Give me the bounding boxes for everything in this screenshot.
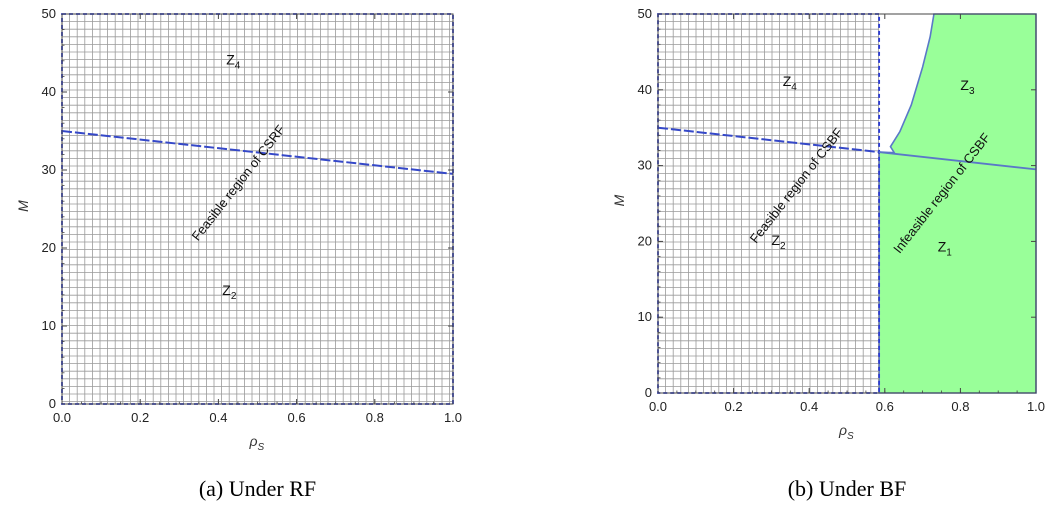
y-tick-label: 40 [638,82,652,97]
threshold-line [61,130,454,175]
x-tick-label: 0.6 [876,399,894,414]
y-tick-label: 30 [638,158,652,173]
y-axis-label: M [611,194,627,206]
feasible-grid [62,14,453,404]
x-tick-label: 0.6 [288,410,306,425]
zone-label: Z4 [783,73,798,93]
y-tick-label: 0 [645,385,652,400]
zone-label: Z4 [226,52,241,72]
x-axis-label: ρS [249,433,265,453]
feasible-boundary [657,13,881,394]
y-tick-label: 50 [42,6,56,21]
x-tick-label: 0.4 [800,399,818,414]
zone-label: Z2 [771,232,786,252]
x-tick-label: 0.0 [53,410,71,425]
y-tick-label: 20 [638,233,652,248]
threshold-line [657,126,880,154]
y-tick-label: 20 [42,240,56,255]
x-tick-label: 0.4 [209,410,227,425]
x-tick-label: 0.2 [131,410,149,425]
plot-frame [61,13,454,405]
zone-label: Z3 [960,77,975,97]
x-tick-label: 0.0 [649,399,667,414]
y-tick-label: 30 [42,162,56,177]
y-tick-label: 50 [638,6,652,21]
x-axis-label: ρS [838,422,854,442]
zone-label: Z1 [938,238,953,258]
x-tick-label: 0.8 [366,410,384,425]
feasible-grid [658,14,880,393]
x-tick-label: 0.8 [951,399,969,414]
y-axis-label: M [15,200,31,212]
region-label: Feasible region of CSRF [189,122,288,243]
y-tick-label: 0 [49,396,56,411]
y-tick-label: 40 [42,84,56,99]
zone-label: Z2 [222,282,237,302]
y-tick-label: 10 [42,318,56,333]
y-tick-label: 10 [638,309,652,324]
caption-a: (a) Under RF [198,476,317,501]
x-tick-label: 1.0 [444,410,462,425]
threshold-line-solid [879,151,1037,171]
feasible-boundary [61,13,454,405]
x-tick-label: 0.2 [725,399,743,414]
infeasible-region [878,13,1037,394]
panel-b: 0.0 0.2 0.4 0.6 0.8 1.0 0 10 20 30 40 50 ρS M Z4 Z3 Z2 Z1… [611,6,1045,442]
panel-a: 0.0 0.2 0.4 0.6 0.8 1.0 0 10 20 30 40 50 ρS M Z4 Z2 Feas… [15,6,462,453]
x-tick-label: 1.0 [1027,399,1045,414]
caption-b: (b) Under BF [787,476,907,501]
